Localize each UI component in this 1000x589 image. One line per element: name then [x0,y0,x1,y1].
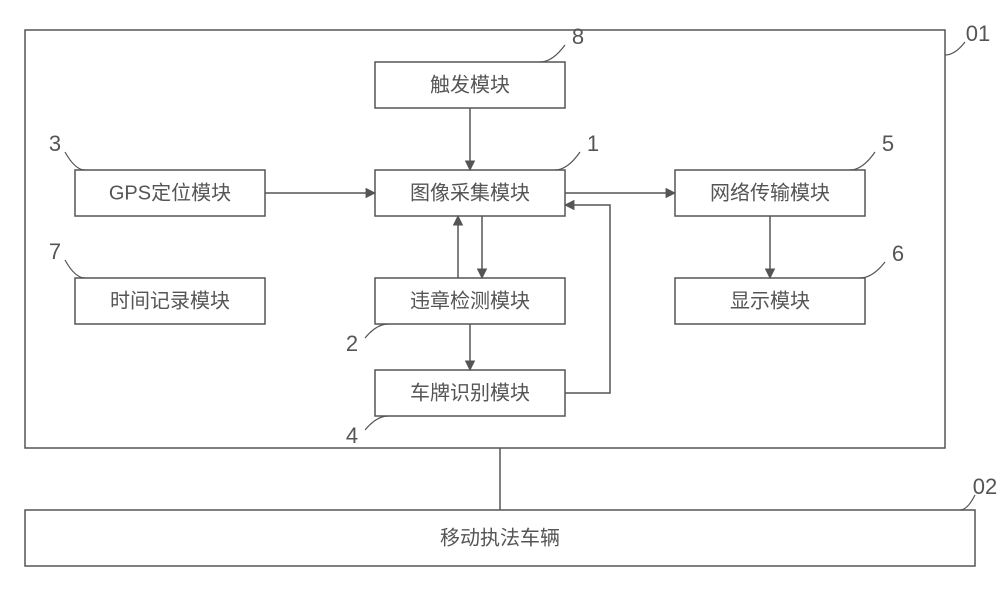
callout-line-c6 [860,262,885,278]
node-label-n6: 显示模块 [730,289,810,312]
node-n8: 触发模块 [375,62,565,108]
callout-num-c02: 02 [973,474,997,499]
callout-line-c2 [365,324,388,338]
node-n2: 违章检测模块 [375,278,565,324]
node-label-n1: 图像采集模块 [410,181,530,204]
edge-6 [565,205,610,393]
callout-num-c2: 2 [346,331,358,356]
node-label-n4: 车牌识别模块 [410,381,530,404]
callout-num-c4: 4 [346,423,358,448]
node-n1: 图像采集模块 [375,170,565,216]
callout-line-c7 [65,260,85,278]
node-n3: GPS定位模块 [75,170,265,216]
node-label-n2: 违章检测模块 [410,289,530,312]
node-n4: 车牌识别模块 [375,370,565,416]
callout-line-c01 [945,42,965,55]
node-label-n3: GPS定位模块 [109,181,231,204]
callout-num-c7: 7 [49,239,61,264]
node-label-n7: 时间记录模块 [110,289,230,312]
node-n5: 网络传输模块 [675,170,865,216]
callout-line-c5 [850,152,875,170]
callout-num-c5: 5 [882,131,894,156]
callout-num-c3: 3 [49,131,61,156]
node-label-n8: 触发模块 [430,73,510,96]
node-n7: 时间记录模块 [75,278,265,324]
callout-num-c1: 1 [587,131,599,156]
callout-num-c01: 01 [966,21,990,46]
callout-line-c4 [365,416,388,430]
callout-line-c8 [540,45,565,62]
node-n6: 显示模块 [675,278,865,324]
callout-line-c3 [65,152,85,170]
svg-text:移动执法车辆: 移动执法车辆 [440,526,560,549]
callout-num-c6: 6 [892,241,904,266]
node-label-n5: 网络传输模块 [710,181,830,204]
callout-line-c1 [555,152,580,170]
container-vehicle-02: 移动执法车辆 [25,510,975,566]
callout-num-c8: 8 [572,24,584,49]
